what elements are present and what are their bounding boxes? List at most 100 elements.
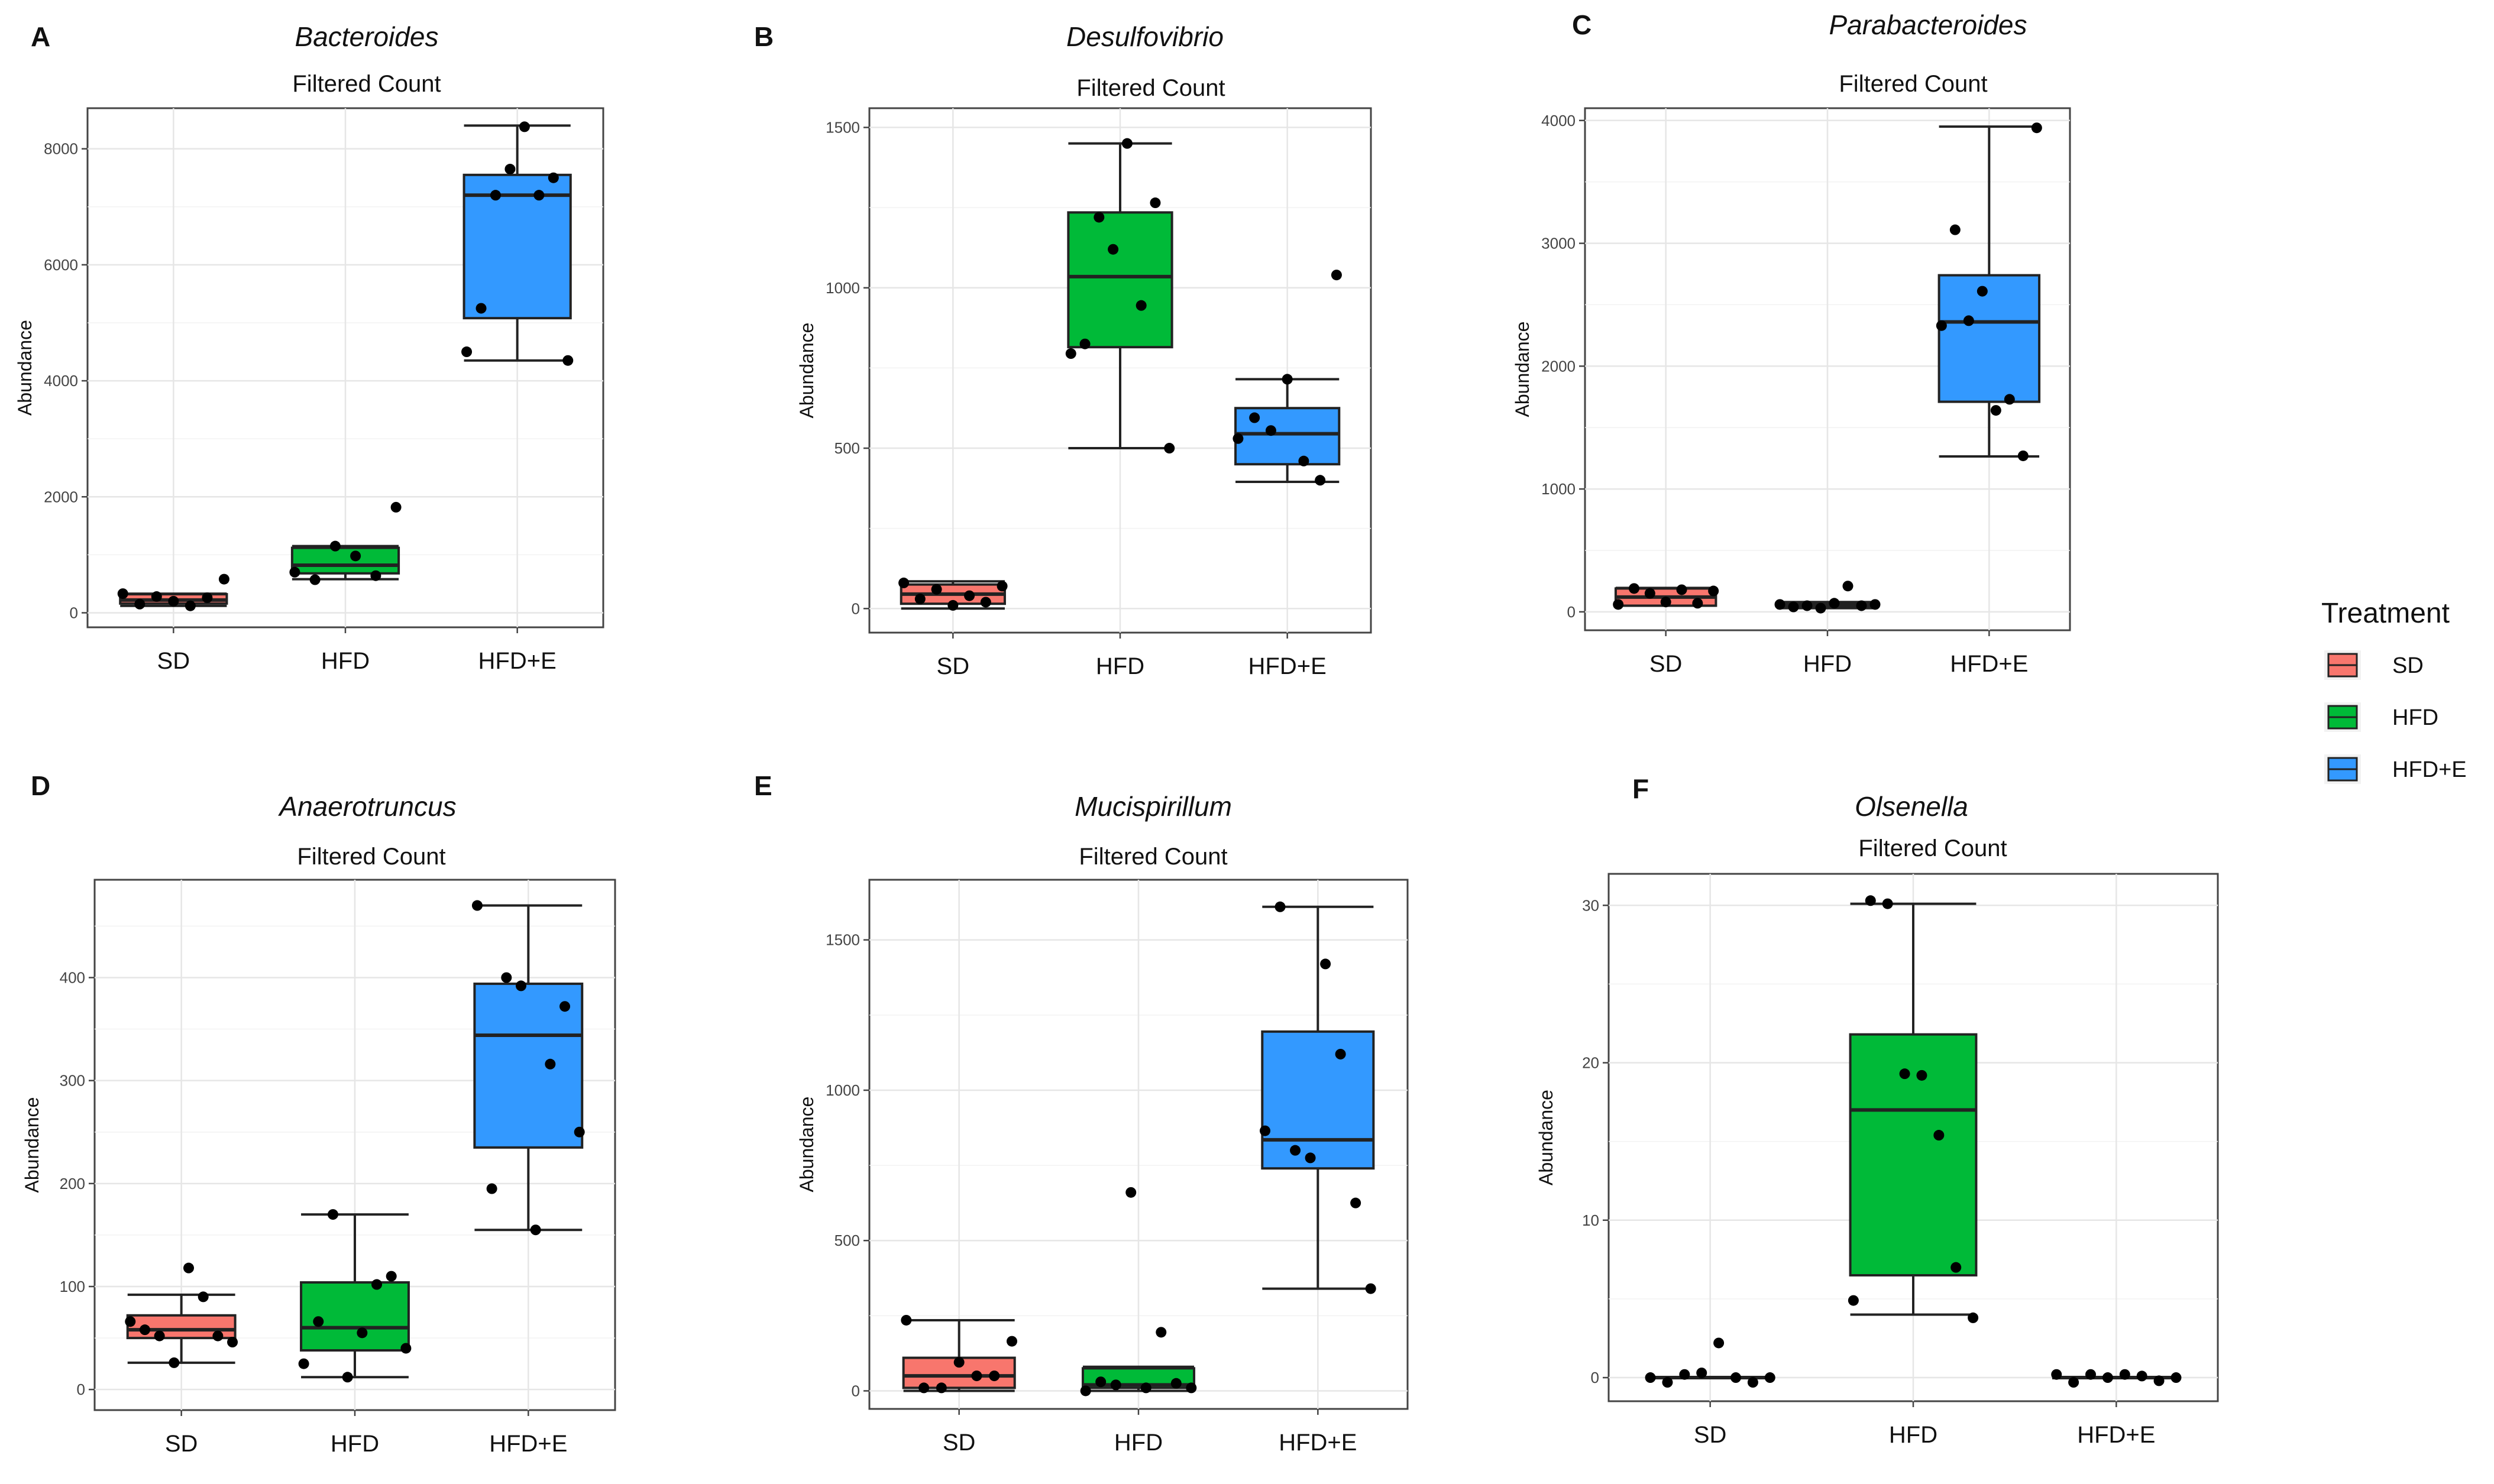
data-point: [1708, 585, 1719, 597]
data-point: [329, 540, 341, 552]
panel-subtitle: Filtered Count: [297, 844, 445, 870]
x-tick-label: HFD: [1803, 651, 1852, 677]
data-point: [2085, 1369, 2096, 1380]
box-iqr: [462, 173, 572, 320]
y-tick-label: 0: [852, 1382, 860, 1399]
legend-item: HFD: [2324, 702, 2438, 732]
x-tick-label: SD: [943, 1430, 976, 1456]
y-tick-label: 1500: [826, 931, 860, 949]
x-tick-label: HFD+E: [489, 1431, 567, 1457]
data-point: [390, 501, 402, 513]
data-point: [2119, 1369, 2130, 1380]
box-hfd: [290, 545, 400, 581]
data-point: [1249, 412, 1260, 423]
panel-letter: E: [754, 770, 772, 801]
panel-subtitle: Filtered Count: [1839, 71, 1987, 97]
data-point: [1869, 599, 1881, 610]
box-iqr: [1849, 1033, 1978, 1276]
data-point: [530, 1224, 541, 1236]
panel-title: Bacteroides: [295, 21, 439, 52]
data-point: [1696, 1368, 1707, 1379]
data-point: [559, 1001, 571, 1012]
data-point: [471, 900, 483, 911]
data-point: [1829, 598, 1840, 609]
data-point: [2136, 1370, 2147, 1382]
data-point: [1156, 1327, 1167, 1338]
data-point: [117, 588, 128, 600]
data-point: [1006, 1336, 1017, 1347]
panel-letter: D: [31, 770, 50, 801]
x-tick-label: SD: [165, 1431, 198, 1457]
data-point: [134, 598, 145, 610]
y-axis-label: Abundance: [21, 1097, 43, 1193]
data-point: [139, 1324, 150, 1336]
data-point: [1164, 443, 1175, 454]
data-point: [562, 355, 574, 366]
data-point: [1968, 1312, 1979, 1323]
y-tick-label: 100: [60, 1278, 85, 1295]
data-point: [501, 972, 512, 983]
data-point: [1788, 601, 1799, 613]
data-point: [1335, 1048, 1346, 1059]
data-point: [1315, 475, 1326, 486]
data-point: [1233, 433, 1244, 444]
data-point: [574, 1126, 585, 1138]
data-point: [486, 1183, 497, 1194]
box-iqr: [1937, 274, 2041, 403]
data-point: [218, 573, 229, 585]
data-point: [125, 1316, 136, 1327]
data-point: [1613, 599, 1624, 610]
data-point: [1365, 1283, 1376, 1294]
data-point: [901, 1314, 912, 1326]
data-point: [1933, 1130, 1945, 1141]
panel-a: A Bacteroides Filtered Count 0 2000 4000 6000 8…: [14, 21, 604, 674]
data-point: [2051, 1369, 2062, 1380]
data-point: [1963, 315, 1974, 326]
data-point: [533, 190, 545, 201]
box-hfd-plus-e: [473, 904, 584, 1232]
data-point: [1186, 1382, 1197, 1394]
legend: Treatment SD HFD HFD+E: [2321, 598, 2467, 784]
y-tick-label: 30: [1582, 896, 1599, 914]
y-tick-label: 4000: [1541, 112, 1576, 129]
data-point: [1679, 1369, 1690, 1380]
data-point: [327, 1209, 338, 1220]
data-point: [971, 1370, 982, 1382]
data-point: [1692, 598, 1703, 609]
y-tick-label: 500: [834, 439, 860, 457]
panel-letter: B: [754, 21, 774, 52]
y-tick-label: 300: [60, 1072, 85, 1090]
data-point: [1949, 224, 1961, 235]
data-point: [400, 1343, 412, 1354]
data-point: [1801, 600, 1813, 611]
y-tick-label: 2000: [44, 488, 78, 506]
data-point: [1842, 581, 1853, 592]
legend-label: SD: [2392, 653, 2424, 678]
data-point: [1108, 244, 1119, 255]
y-tick-label: 400: [60, 968, 85, 986]
data-point: [1730, 1372, 1742, 1383]
data-point: [1916, 1070, 1927, 1081]
x-tick-label: HFD+E: [1950, 651, 2028, 677]
panel-subtitle: Filtered Count: [1076, 75, 1225, 101]
box-iqr: [1067, 211, 1173, 349]
x-tick-label: HFD: [331, 1431, 379, 1457]
x-tick-label: SD: [1649, 651, 1683, 677]
data-point: [1764, 1372, 1775, 1383]
y-tick-label: 500: [834, 1232, 860, 1249]
data-point: [1856, 600, 1867, 611]
data-point: [1331, 270, 1342, 281]
legend-label: HFD+E: [2392, 757, 2467, 782]
y-tick-label: 4000: [44, 372, 78, 390]
data-point: [151, 591, 162, 602]
x-tick-label: HFD+E: [1248, 653, 1327, 679]
data-point: [198, 1291, 209, 1302]
box-hfd-plus-e: [1261, 905, 1375, 1290]
data-point: [1662, 1377, 1673, 1388]
data-point: [2068, 1377, 2079, 1388]
x-tick-label: HFD: [1889, 1422, 1937, 1448]
box-hfd-plus-e: [462, 124, 572, 362]
panel-subtitle: Filtered Count: [1079, 844, 1227, 870]
panel-subtitle: Filtered Count: [1858, 835, 2007, 861]
